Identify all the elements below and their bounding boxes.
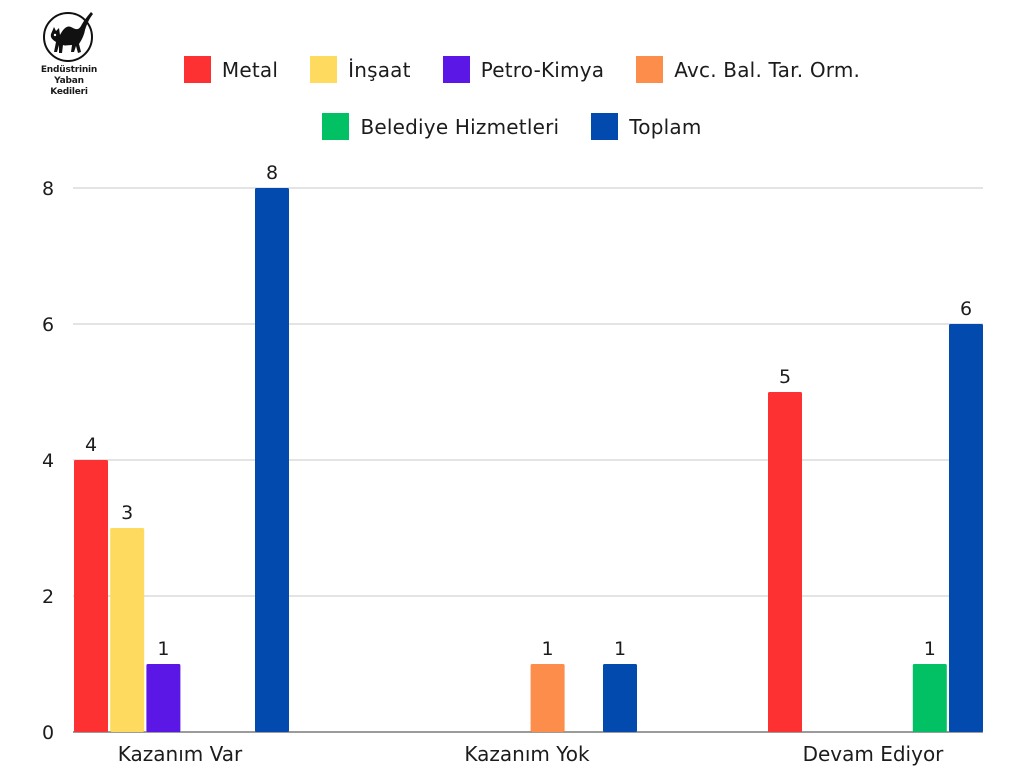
bar-toplam-kazan-m-var[interactable]: [255, 188, 289, 732]
legend-swatch: [591, 113, 619, 140]
data-label: 5: [779, 366, 791, 388]
data-label: 1: [157, 638, 169, 660]
legend-label: Avc. Bal. Tar. Orm.: [674, 57, 861, 82]
data-label: 1: [614, 638, 626, 660]
x-category-label: Kazanım Yok: [464, 742, 590, 766]
legend-label: Metal: [221, 57, 279, 82]
legend-label: Belediye Hizmetleri: [360, 114, 560, 139]
y-tick-label: 0: [42, 722, 54, 744]
legend-swatch: [310, 56, 338, 83]
data-label: 4: [85, 434, 97, 456]
legend-swatch: [636, 56, 664, 83]
legend-item-petro-kimya[interactable]: Petro-Kimya: [442, 56, 605, 83]
logo-text-line-3: Kedileri: [50, 87, 88, 97]
legend-label: Toplam: [629, 114, 702, 139]
legend-label: Petro-Kimya: [480, 57, 605, 82]
y-tick-label: 2: [42, 586, 54, 608]
y-tick-label: 6: [42, 314, 54, 336]
bar-metal-kazan-m-var[interactable]: [74, 460, 108, 732]
legend-swatch: [442, 56, 470, 83]
legend-item-insaat[interactable]: İnşaat: [310, 56, 411, 83]
legend-swatch: [322, 113, 350, 140]
data-label: 8: [266, 162, 278, 184]
legend-row-1: Metal İnşaat Petro-Kimya Avc. Bal. Tar. Orm…: [0, 56, 1024, 83]
black-cat-icon: [43, 12, 93, 62]
data-label: 3: [121, 502, 133, 524]
bar-petro-kimya-kazan-m-var[interactable]: [146, 664, 181, 732]
legend-swatch: [183, 56, 211, 83]
x-category-label: Kazanım Var: [118, 742, 243, 766]
logo-text-line-1: Endüstrinin: [40, 65, 98, 75]
legend-item-avc-bal-tar-orm[interactable]: Avc. Bal. Tar. Orm.: [636, 56, 860, 83]
y-tick-label: 8: [42, 178, 54, 200]
bar-insaat-kazan-m-var[interactable]: [110, 528, 145, 732]
legend-item-toplam[interactable]: Toplam: [591, 113, 701, 140]
y-tick-label: 4: [42, 450, 54, 472]
bar-avc-bal-tar-orm-kazan-m-yok[interactable]: [530, 664, 565, 732]
bar-toplam-kazan-m-yok[interactable]: [603, 664, 637, 732]
x-category-label: Devam Ediyor: [803, 742, 945, 766]
data-label: 6: [960, 298, 972, 320]
legend-label: İnşaat: [348, 57, 411, 82]
bar-belediye-hizmetleri-devam-ediyor[interactable]: [912, 664, 947, 732]
logo-text-line-2: Yaban: [54, 76, 84, 86]
bar-metal-devam-ediyor[interactable]: [768, 392, 802, 732]
legend-row-2: Belediye Hizmetleri Toplam: [0, 113, 1024, 140]
logo: Endüstrinin Yaban Kedileri: [38, 8, 100, 97]
data-label: 1: [924, 638, 936, 660]
legend-item-metal[interactable]: Metal: [183, 56, 279, 83]
bar-toplam-devam-ediyor[interactable]: [949, 324, 983, 732]
legend-item-belediye-hizmetleri[interactable]: Belediye Hizmetleri: [322, 113, 559, 140]
data-label: 1: [542, 638, 554, 660]
